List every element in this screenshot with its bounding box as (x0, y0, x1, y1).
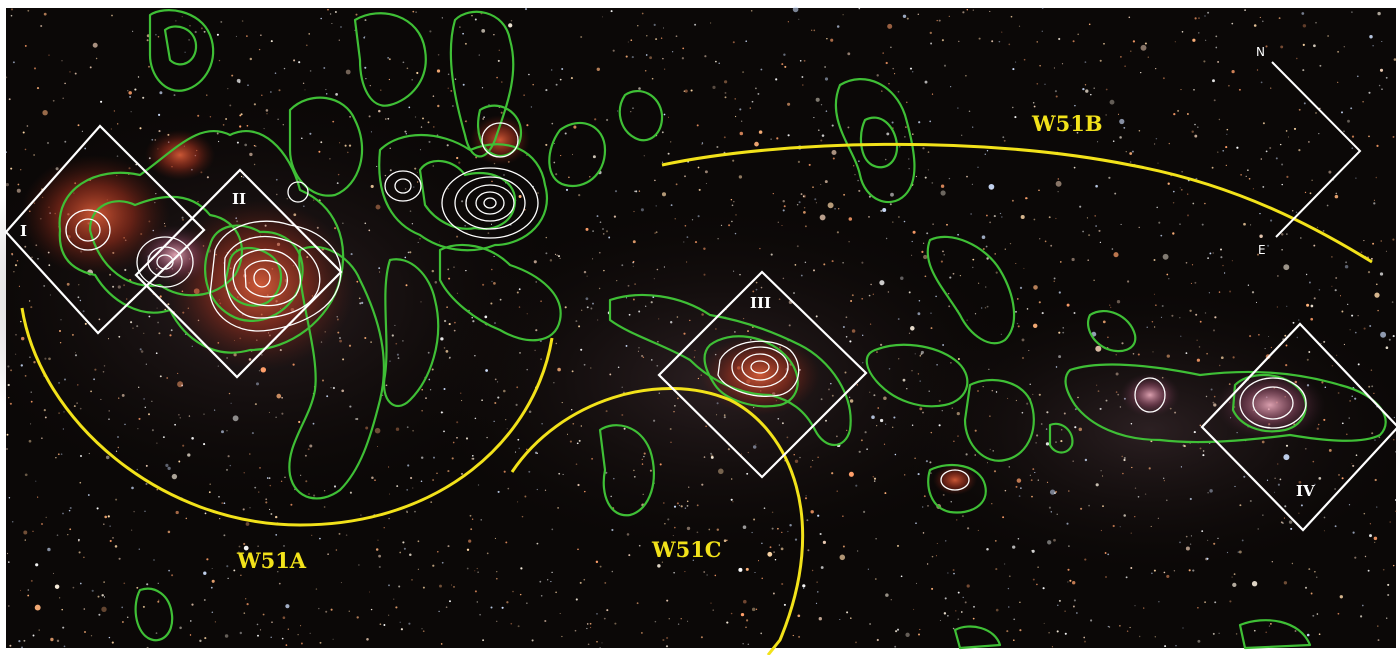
nebula-ii-west (135, 225, 215, 285)
nebula-north-b (470, 115, 530, 165)
region-arcs (20, 142, 1373, 655)
field-boxes (4, 124, 1400, 532)
star-field (5, 6, 1397, 649)
w51b-arc (661, 142, 1373, 264)
nebula-i (20, 155, 170, 275)
nebula-ii (165, 200, 355, 370)
box-ii (134, 168, 343, 379)
nebula-iii (700, 335, 820, 415)
nebula-iv (1215, 370, 1325, 440)
label-w51a: W51A (236, 548, 307, 573)
box-iii (657, 270, 868, 479)
nebula-east (1120, 373, 1180, 417)
label-box-ii: II (232, 190, 246, 208)
nebula-south (933, 465, 977, 495)
compass-arms (1271, 61, 1362, 238)
w51a-arc (20, 307, 554, 527)
label-box-i: I (20, 222, 27, 240)
label-w51b: W51B (1031, 111, 1103, 136)
compass-north: N (1256, 45, 1265, 59)
box-iv (1200, 322, 1400, 532)
nebula-north-a (145, 130, 215, 180)
w51c-arc (510, 387, 805, 655)
compass-east: E (1258, 243, 1266, 257)
white-contours (65, 122, 1307, 491)
label-box-iv: IV (1296, 482, 1315, 500)
label-box-iii: III (750, 294, 771, 312)
box-i (4, 124, 206, 335)
label-w51c: W51C (651, 537, 722, 562)
compass (1271, 61, 1362, 238)
labels: W51A W51B W51C I II III IV N E (20, 45, 1315, 573)
